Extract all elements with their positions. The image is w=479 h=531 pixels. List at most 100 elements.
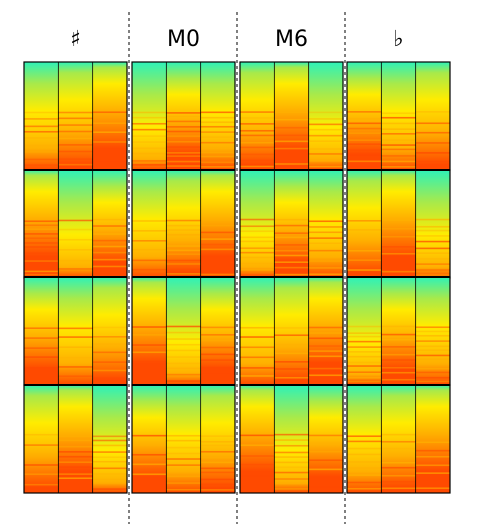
harmonic-band [200,444,235,447]
harmonic-band [415,349,450,351]
harmonic-band [415,258,450,260]
harmonic-band [381,447,416,450]
harmonic-band [200,131,235,133]
harmonic-band [200,125,235,128]
harmonic-band [92,377,127,379]
panel-1-1 [131,169,236,279]
harmonic-band [240,236,275,239]
harmonic-band [166,356,201,358]
harmonic-band [200,478,235,481]
harmonic-band [308,326,343,329]
harmonic-band [58,483,93,486]
harmonic-band [58,163,93,166]
harmonic-band [240,129,275,132]
harmonic-band [415,240,450,243]
harmonic-band [381,166,416,168]
harmonic-band [415,478,450,480]
spectrogram-strip [132,170,167,278]
harmonic-band [132,220,167,222]
harmonic-band [308,249,343,252]
harmonic-band [166,239,201,242]
harmonic-band [166,273,201,275]
harmonic-band [274,343,309,346]
spectrogram-strip [308,170,343,278]
spectrogram-strip [240,385,275,493]
harmonic-band [274,126,309,129]
harmonic-band [92,160,127,163]
harmonic-band [274,456,309,458]
harmonic-band [58,451,93,453]
panel-1-3 [131,384,236,494]
harmonic-band [166,245,201,247]
harmonic-band [58,439,93,442]
harmonic-band [415,455,450,458]
harmonic-band [308,160,343,162]
harmonic-band [347,132,382,135]
harmonic-band [24,137,59,139]
harmonic-band [415,247,450,250]
spectrogram-strip [166,170,201,278]
harmonic-band [200,248,235,251]
harmonic-band [308,273,343,276]
harmonic-band [347,332,382,334]
harmonic-band [166,112,201,114]
spectrogram-strip [200,62,235,170]
column-title-2: M6 [275,27,308,52]
harmonic-band [200,379,235,382]
harmonic-band [200,116,235,119]
harmonic-band [240,336,275,338]
harmonic-band [240,274,275,276]
harmonic-band [347,365,382,367]
harmonic-band [92,131,127,133]
panel-2-0 [239,61,344,171]
harmonic-band [308,220,343,223]
harmonic-band [274,140,309,143]
harmonic-band [308,128,343,131]
harmonic-band [132,230,167,232]
harmonic-band [132,378,167,380]
harmonic-band [166,367,201,370]
harmonic-band [132,248,167,251]
harmonic-band [24,347,59,349]
harmonic-band [200,136,235,138]
harmonic-band [58,111,93,114]
harmonic-band [24,252,59,254]
harmonic-band [381,461,416,464]
harmonic-band [308,148,343,150]
harmonic-band [132,268,167,271]
harmonic-band [92,478,127,481]
harmonic-band [166,475,201,478]
spectrogram-strip [381,277,416,385]
harmonic-band [92,451,127,453]
harmonic-band [415,269,450,271]
harmonic-band [92,439,127,442]
harmonic-band [166,249,201,252]
harmonic-band [415,330,450,333]
harmonic-band [132,444,167,446]
panel-1-0 [131,61,236,171]
spectrogram-strip [132,277,167,385]
harmonic-band [166,120,201,123]
harmonic-band [166,160,201,163]
harmonic-band [347,440,382,443]
harmonic-band [347,371,382,374]
harmonic-band [200,461,235,464]
harmonic-band [415,152,450,154]
harmonic-band [132,147,167,150]
harmonic-band [240,141,275,144]
harmonic-band [58,268,93,270]
spectrogram-strip [415,62,450,170]
harmonic-band [240,269,275,271]
harmonic-band [415,380,450,383]
harmonic-band [308,486,343,488]
harmonic-band [166,165,201,167]
harmonic-band [347,467,382,469]
harmonic-band [92,369,127,372]
harmonic-band [381,378,416,381]
harmonic-band [92,444,127,447]
harmonic-band [132,326,167,328]
harmonic-band [200,339,235,342]
harmonic-band [415,441,450,444]
harmonic-band [347,219,382,222]
harmonic-band [240,375,275,377]
